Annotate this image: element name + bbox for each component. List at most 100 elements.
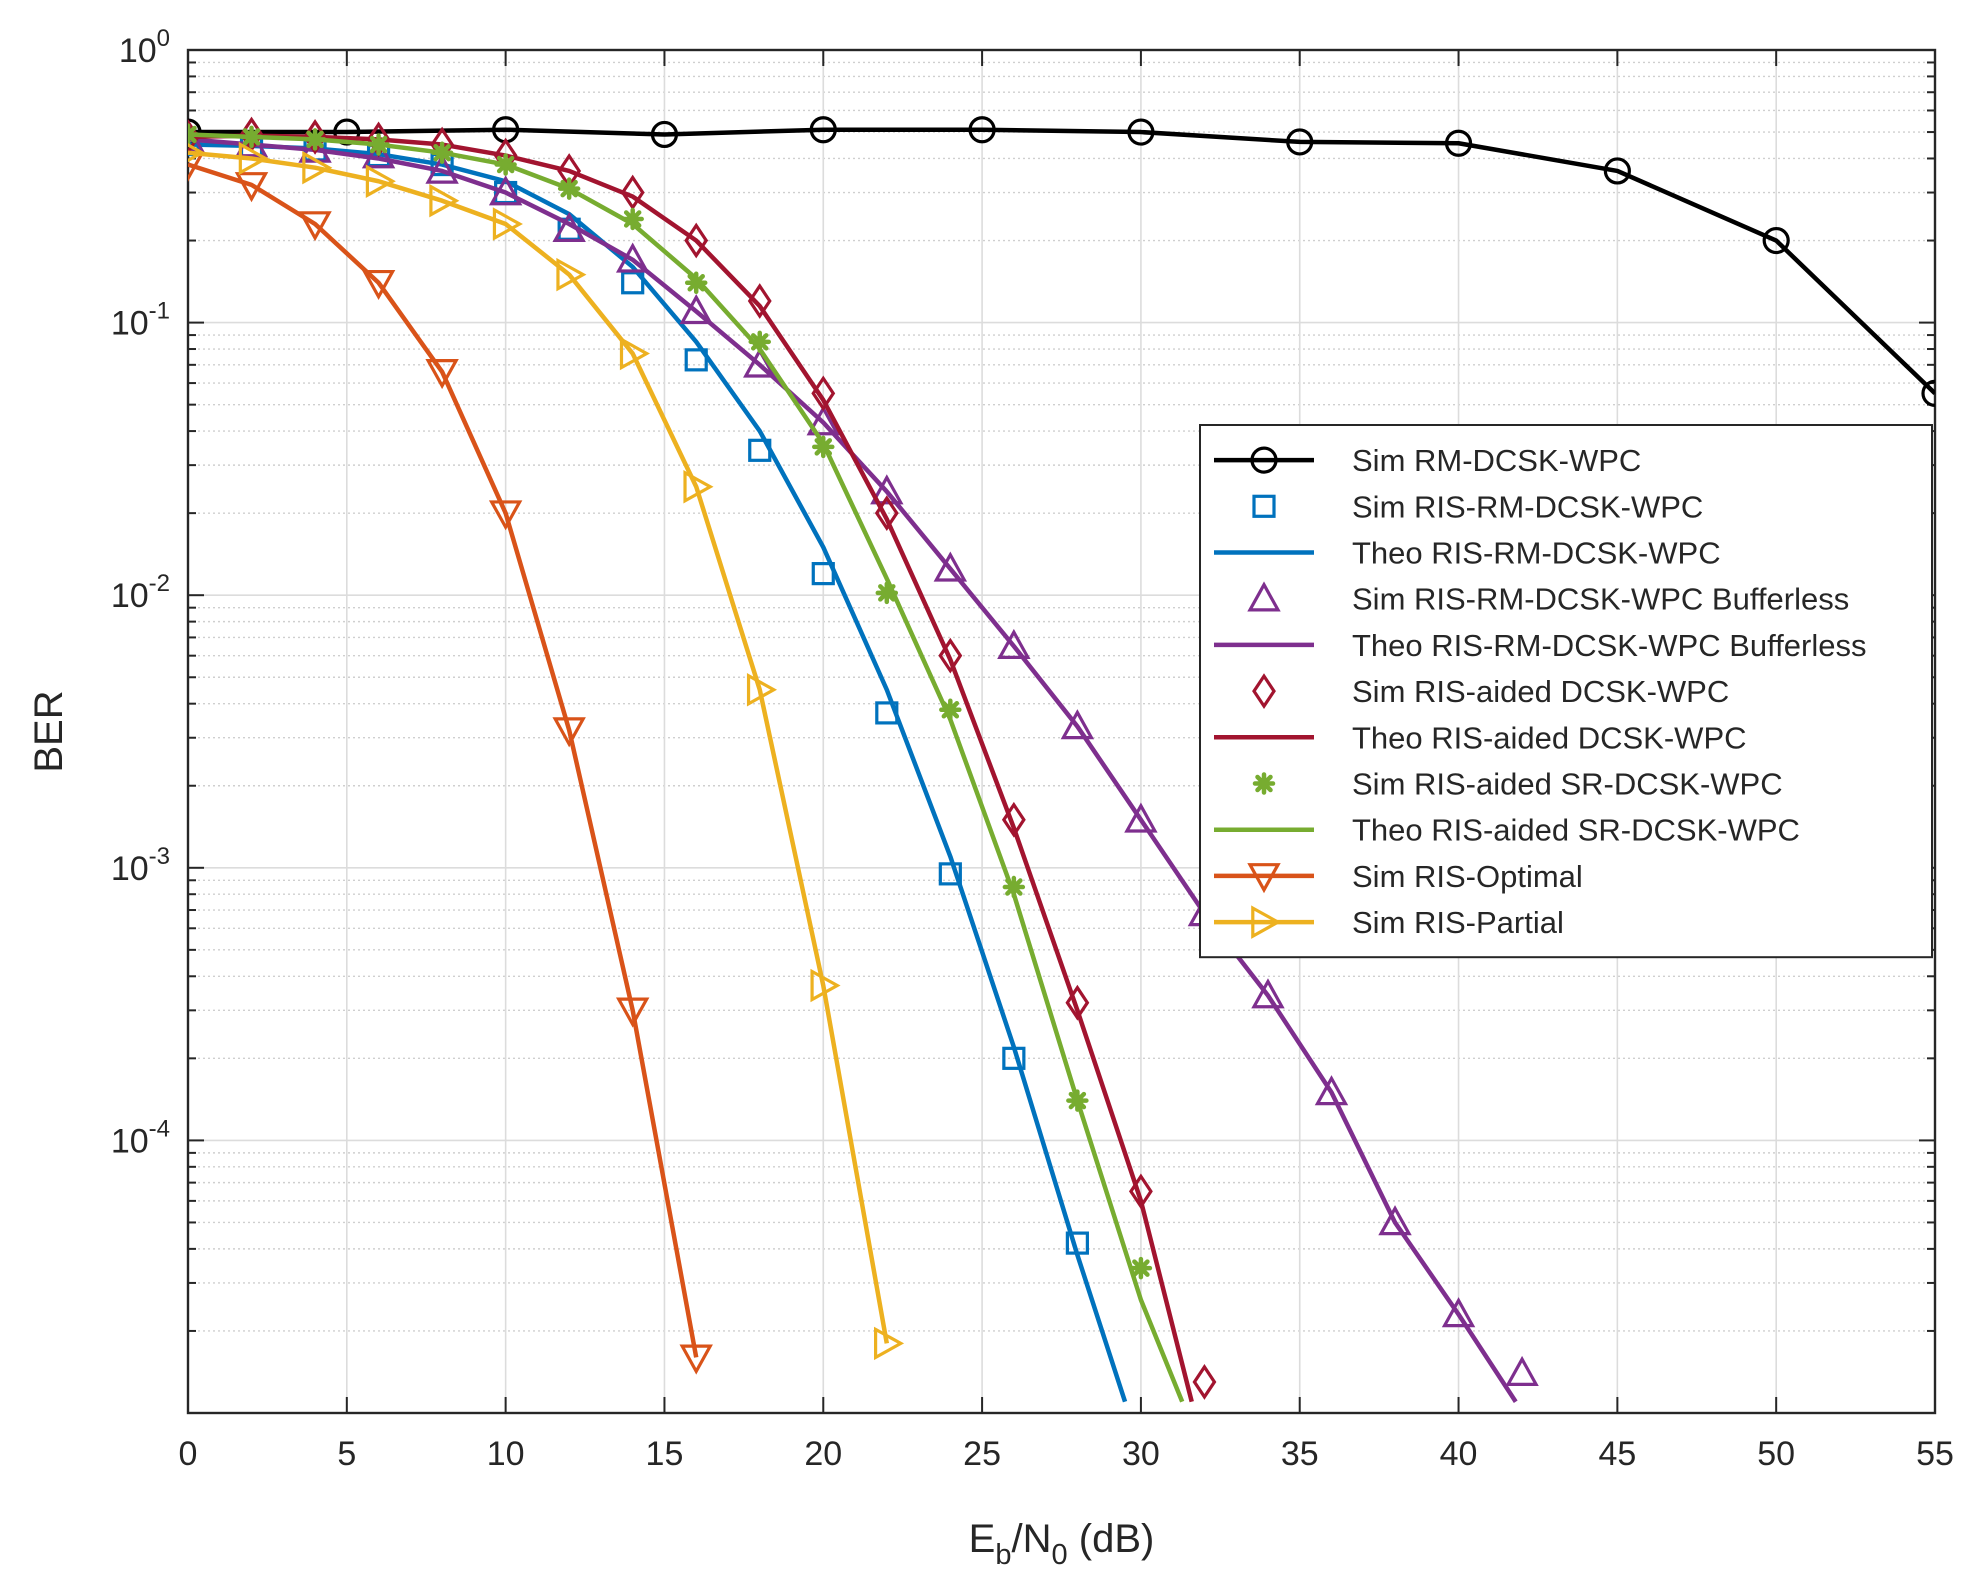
x-axis-label-main: E (969, 1517, 996, 1561)
legend-marker (1247, 863, 1281, 894)
data-point (1603, 157, 1631, 185)
data-point (425, 358, 459, 390)
data-point (806, 405, 840, 436)
legend-label: Theo RIS-aided DCSK-WPC (1352, 720, 1747, 755)
series-2 (188, 142, 1128, 1403)
tick-labels: 0 5 10 15 20 25 30 35 40 45 50 55 100 10-1 10-2 10-3 10-… (111, 25, 1954, 1473)
legend-marker (1252, 494, 1276, 518)
series-line (188, 132, 1185, 1403)
data-point (679, 294, 713, 325)
x-tick-label: 5 (337, 1435, 356, 1473)
data-point (933, 551, 968, 582)
x-tick-label: 15 (646, 1435, 684, 1473)
data-point (361, 269, 396, 301)
data-point (938, 862, 962, 886)
x-axis-label-sub1: b (995, 1539, 1011, 1571)
data-point (968, 116, 996, 144)
y-axis-label: BER (27, 690, 71, 772)
legend-entry: Theo RIS-aided DCSK-WPC (1214, 720, 1747, 755)
data-point (1127, 118, 1155, 146)
x-tick-label: 50 (1757, 1435, 1795, 1473)
legend-label: Sim RIS-aided SR-DCSK-WPC (1352, 767, 1783, 802)
x-axis-label-sub2: 0 (1052, 1539, 1068, 1571)
data-point (615, 997, 650, 1028)
x-tick-label: 30 (1122, 1435, 1160, 1473)
data-point (1251, 978, 1285, 1009)
x-axis-label-mid: /N (1012, 1517, 1052, 1561)
legend-entry: Theo RIS-aided SR-DCSK-WPC (1214, 813, 1800, 848)
legend-entry: Theo RIS-RM-DCSK-WPC Bufferless (1214, 628, 1866, 663)
data-point (1762, 226, 1790, 255)
data-point (679, 1344, 713, 1375)
legend-entry: Sim RIS-RM-DCSK-WPC Bufferless (1247, 581, 1849, 617)
data-point (997, 628, 1031, 659)
legend-marker (1251, 905, 1282, 939)
y-tick-label: 10-2 (111, 570, 170, 615)
x-tick-label: 35 (1281, 1435, 1319, 1473)
data-point (238, 141, 269, 176)
data-point (650, 120, 679, 149)
legend-entry: Sim RIS-aided DCSK-WPC (1252, 673, 1729, 709)
series (188, 116, 1935, 1403)
legend-entry: Sim RIS-Partial (1214, 905, 1564, 940)
legend: Sim RM-DCSK-WPC Sim RIS-RM-DCSK-WPC Theo R… (1199, 424, 1933, 959)
data-point (429, 183, 460, 218)
x-tick-label: 45 (1598, 1435, 1636, 1473)
data-point (234, 172, 269, 203)
legend-label: Sim RIS-Optimal (1352, 859, 1583, 894)
data-point (809, 116, 837, 144)
data-point (188, 119, 200, 155)
legend-entry: Sim RIS-Optimal (1214, 859, 1583, 894)
series-line (188, 127, 1935, 395)
data-point (684, 348, 708, 372)
data-point (552, 717, 586, 748)
data-point (1444, 129, 1473, 157)
data-point (298, 211, 332, 242)
data-point (619, 336, 650, 371)
data-point (492, 207, 523, 241)
legend-entry: Sim RIS-aided SR-DCSK-WPC (1252, 767, 1783, 802)
data-point (1921, 379, 1935, 407)
legend-label: Sim RIS-RM-DCSK-WPC Bufferless (1352, 582, 1849, 617)
legend-label: Theo RIS-RM-DCSK-WPC (1352, 536, 1721, 571)
legend-label: Theo RIS-RM-DCSK-WPC Bufferless (1352, 628, 1866, 663)
data-point (188, 118, 202, 146)
series-8 (188, 132, 1185, 1403)
x-tick-label: 0 (179, 1435, 198, 1473)
legend-label: Sim RIS-Partial (1352, 905, 1564, 940)
data-point (302, 150, 333, 185)
x-tick-label: 10 (487, 1435, 525, 1473)
data-point (1192, 1364, 1217, 1400)
legend-entry: Sim RM-DCSK-WPC (1214, 443, 1641, 478)
x-tick-label: 55 (1916, 1435, 1954, 1473)
x-tick-label: 25 (963, 1435, 1001, 1473)
legend-entry: Sim RIS-RM-DCSK-WPC (1252, 489, 1703, 524)
data-point-core (1135, 1263, 1146, 1274)
legend-label: Sim RIS-RM-DCSK-WPC (1352, 489, 1703, 524)
legend-entry: Theo RIS-RM-DCSK-WPC (1214, 536, 1721, 571)
series-line (188, 133, 1194, 1403)
data-point (621, 271, 645, 295)
data-point (556, 257, 587, 292)
y-tick-label: 10-1 (111, 298, 170, 343)
data-point (361, 138, 396, 169)
data-point (1314, 1075, 1349, 1106)
legend-marker (1252, 673, 1276, 709)
data-point (1441, 1297, 1476, 1328)
data-point (938, 637, 963, 674)
y-tick-label: 10-4 (111, 1115, 170, 1160)
legend-box (1199, 424, 1933, 959)
series-10 (188, 141, 905, 1361)
data-point (1060, 709, 1095, 740)
y-tick-label: 10-3 (111, 843, 170, 888)
data-point (1378, 1205, 1412, 1236)
series-6 (188, 133, 1194, 1403)
series-9 (188, 151, 713, 1375)
data-point (365, 164, 396, 198)
x-tick-label: 40 (1440, 1435, 1478, 1473)
data-point (188, 151, 205, 182)
data-point (488, 500, 523, 531)
legend-label: Sim RIS-aided DCSK-WPC (1352, 674, 1729, 709)
